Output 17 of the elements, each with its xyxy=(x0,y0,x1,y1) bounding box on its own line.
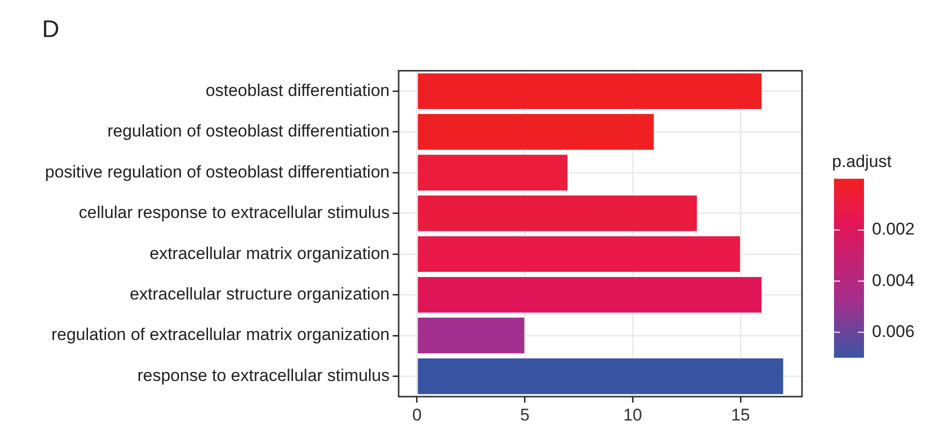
x-tick-label: 15 xyxy=(731,405,750,424)
y-tick-label: extracellular matrix organization xyxy=(150,244,390,263)
y-tick-label: regulation of extracellular matrix organization xyxy=(51,325,390,344)
color-bar-title: p.adjust xyxy=(832,152,892,171)
x-tick-label: 0 xyxy=(412,405,422,424)
color-bar-label: 0.002 xyxy=(872,220,915,239)
y-tick-label: osteoblast differentiation xyxy=(206,80,390,100)
color-bar-label: 0.004 xyxy=(872,270,915,290)
text: D xyxy=(42,16,60,44)
y-tick-label: response to extracellular stimulus xyxy=(137,366,390,385)
color-bar-label: 0.006 xyxy=(872,322,915,341)
y-tick-label: extracellular structure organization xyxy=(130,284,390,304)
y-tick-label: regulation of osteoblast differentiation xyxy=(107,122,390,141)
x-tick-label: 5 xyxy=(520,405,530,424)
x-tick-label: 10 xyxy=(623,405,642,424)
y-tick-label: positive regulation of osteoblast differentiation xyxy=(44,162,390,182)
y-tick-label: cellular response to extracellular stimulus xyxy=(78,203,390,222)
